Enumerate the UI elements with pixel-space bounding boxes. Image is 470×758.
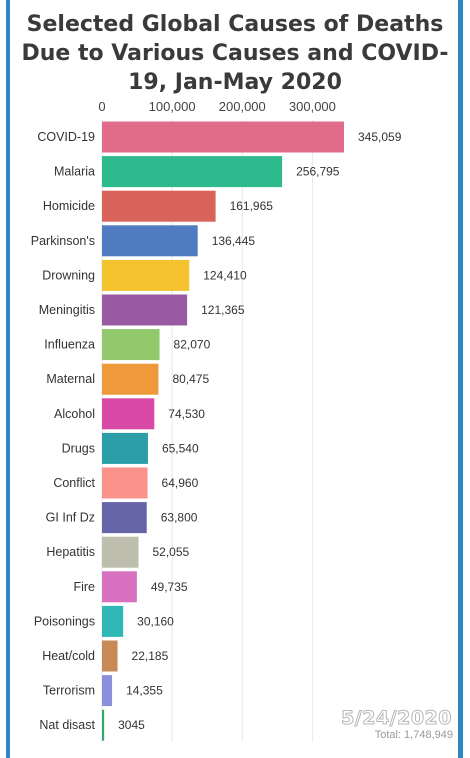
value-label: 256,795 [296, 165, 340, 179]
value-label: 22,185 [132, 649, 169, 663]
category-label: Heat/cold [42, 649, 95, 663]
chart-title: Selected Global Causes of Deaths Due to … [21, 12, 449, 95]
x-tick-label: 200,000 [219, 99, 266, 114]
bar [102, 398, 155, 430]
category-label: COVID-19 [37, 130, 95, 144]
value-label: 80,475 [172, 372, 209, 386]
value-label: 3045 [118, 718, 145, 732]
x-tick-label: 100,000 [149, 99, 196, 114]
value-label: 63,800 [161, 511, 198, 525]
frame-right-border [458, 0, 463, 758]
value-label: 64,960 [162, 476, 199, 490]
x-tick-label: 0 [98, 99, 105, 114]
frame-left-border [6, 0, 10, 758]
bar [102, 329, 160, 361]
category-label: Terrorism [43, 684, 95, 698]
value-label: 345,059 [358, 130, 402, 144]
bar [102, 363, 159, 395]
category-label: Fire [73, 580, 95, 594]
category-label: Hepatitis [46, 545, 95, 559]
category-label: Malaria [54, 165, 95, 179]
bar [102, 571, 137, 603]
category-label: GI Inf Dz [46, 511, 95, 525]
value-label: 52,055 [153, 545, 190, 559]
bar [102, 605, 124, 637]
category-label: Meningitis [39, 303, 95, 317]
value-label: 161,965 [230, 199, 274, 213]
bar [102, 225, 198, 257]
category-label: Influenza [44, 338, 95, 352]
total-label: Total: 1,748,949 [374, 729, 453, 741]
value-label: 14,355 [126, 684, 163, 698]
value-label: 124,410 [203, 268, 247, 282]
category-label: Nat disast [39, 718, 95, 732]
value-label: 49,735 [151, 580, 188, 594]
bar [102, 536, 139, 568]
category-label: Drugs [62, 441, 95, 455]
category-label: Conflict [53, 476, 95, 490]
value-label: 30,160 [137, 614, 174, 628]
category-label: Parkinson's [31, 234, 95, 248]
value-label: 82,070 [174, 338, 211, 352]
bar [102, 121, 344, 153]
category-label: Maternal [46, 372, 95, 386]
value-label: 74,530 [168, 407, 205, 421]
bar [102, 709, 105, 741]
category-label: Drowning [42, 268, 95, 282]
bar [102, 259, 190, 291]
date-label: 5/24/2020 [341, 707, 452, 730]
bar [102, 467, 148, 499]
category-label: Homicide [43, 199, 95, 213]
bar [102, 675, 113, 707]
category-label: Poisonings [34, 614, 95, 628]
category-label: Alcohol [54, 407, 95, 421]
bar [102, 156, 283, 188]
value-label: 136,445 [212, 234, 256, 248]
bar [102, 294, 188, 326]
value-label: 121,365 [201, 303, 245, 317]
value-label: 65,540 [162, 441, 199, 455]
bar [102, 502, 147, 534]
bar [102, 640, 118, 672]
bar [102, 432, 148, 464]
bar [102, 190, 216, 222]
x-tick-label: 300,000 [289, 99, 336, 114]
